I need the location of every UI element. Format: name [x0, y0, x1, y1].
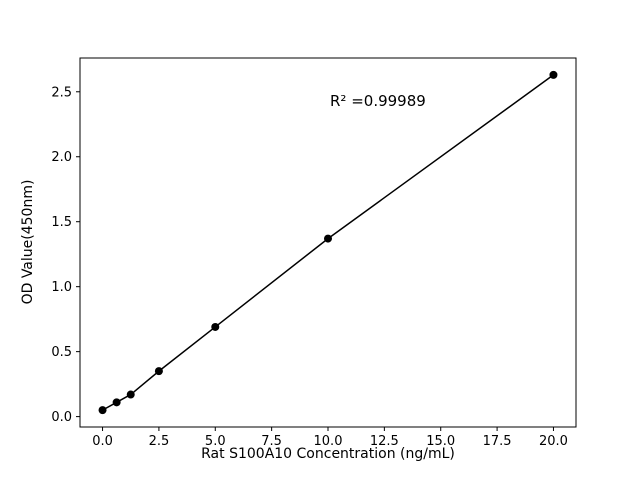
x-tick-label: 15.0 [426, 434, 455, 449]
y-tick-label: 2.5 [51, 85, 72, 100]
r-squared-annotation: R² =0.99989 [330, 92, 426, 110]
x-tick-label: 20.0 [539, 434, 568, 449]
x-tick-label: 7.5 [261, 434, 282, 449]
data-point-marker [549, 70, 558, 79]
data-point-marker [98, 406, 107, 415]
x-tick-label: 2.5 [149, 434, 170, 449]
y-axis-label: OD Value(450nm) [20, 179, 36, 305]
data-point-marker [324, 234, 332, 243]
x-tick-label: 17.5 [483, 434, 512, 449]
data-point-marker [112, 398, 121, 407]
x-tick-label: 10.0 [314, 434, 343, 449]
x-tick-label: 5.0 [205, 434, 226, 449]
data-point-marker [211, 322, 220, 331]
x-tick-label: 0.0 [92, 434, 113, 449]
data-point-marker [154, 367, 163, 376]
y-tick-label: 2.0 [51, 150, 72, 165]
y-tick-label: 1.0 [51, 280, 72, 295]
y-tick-label: 0.0 [51, 410, 72, 425]
data-point-marker [126, 390, 135, 399]
y-tick-label: 1.5 [51, 215, 72, 230]
y-tick-label: 0.5 [51, 345, 72, 360]
x-axis-label: Rat S100A10 Concentration (ng/mL) [201, 446, 455, 462]
x-tick-label: 12.5 [370, 434, 399, 449]
